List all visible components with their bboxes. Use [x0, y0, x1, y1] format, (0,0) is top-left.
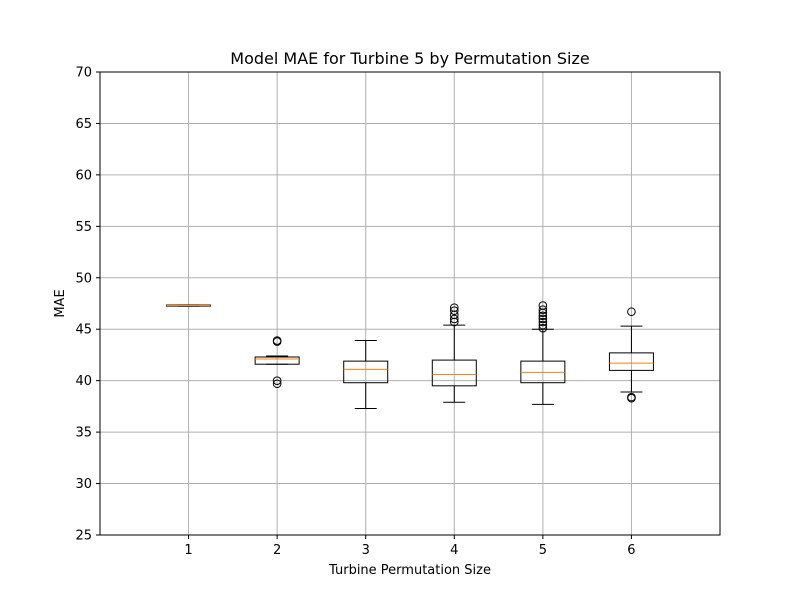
- box-series: [166, 301, 654, 409]
- outlier-point: [538, 314, 548, 324]
- y-tick-label: 65: [75, 117, 92, 132]
- outlier-point: [538, 311, 548, 321]
- outlier-point: [449, 314, 459, 324]
- outlier-point: [272, 376, 282, 385]
- iqr-box: [608, 352, 654, 371]
- outlier-point: [449, 306, 459, 316]
- box-group: [520, 301, 566, 405]
- outlier-point: [538, 320, 548, 330]
- y-tick-label: 55: [75, 220, 92, 235]
- box-group: [343, 340, 389, 409]
- outlier-point: [272, 336, 282, 345]
- box-group: [431, 303, 477, 403]
- y-tick-label: 60: [75, 168, 92, 183]
- box-group: [608, 307, 654, 403]
- y-tick-label: 40: [75, 374, 92, 389]
- y-tick-label: 50: [75, 271, 92, 286]
- y-tick-label: 45: [75, 323, 92, 338]
- outlier-point: [538, 301, 548, 310]
- box-group: [254, 336, 300, 389]
- iqr-box: [343, 360, 389, 384]
- outlier-point: [538, 317, 548, 327]
- y-tick-label: 25: [75, 529, 92, 544]
- outlier-point: [627, 307, 636, 317]
- x-axis-label: Turbine Permutation Size: [328, 563, 491, 578]
- plot-frame: [99, 71, 721, 536]
- iqr-box: [431, 359, 477, 387]
- box-group: [166, 304, 212, 307]
- x-tick-label: 2: [273, 543, 281, 558]
- y-axis-label: MAE: [53, 289, 68, 317]
- outlier-point: [449, 303, 459, 312]
- outlier-point: [627, 392, 636, 402]
- x-tick-label: 3: [362, 543, 370, 558]
- iqr-box: [520, 360, 566, 384]
- x-tick-label: 5: [539, 543, 547, 558]
- x-tick-label: 1: [184, 543, 192, 558]
- iqr-box: [254, 356, 300, 365]
- outlier-point: [272, 379, 282, 389]
- x-tick-label: 4: [450, 543, 458, 558]
- y-tick-label: 35: [75, 426, 92, 441]
- outlier-point: [538, 305, 548, 314]
- outlier-point: [538, 323, 548, 333]
- y-tick-label: 70: [75, 66, 92, 81]
- x-tick-label: 6: [627, 543, 635, 558]
- y-tick-label: 30: [75, 477, 92, 492]
- chart-title: Model MAE for Turbine 5 by Permutation S…: [230, 49, 589, 68]
